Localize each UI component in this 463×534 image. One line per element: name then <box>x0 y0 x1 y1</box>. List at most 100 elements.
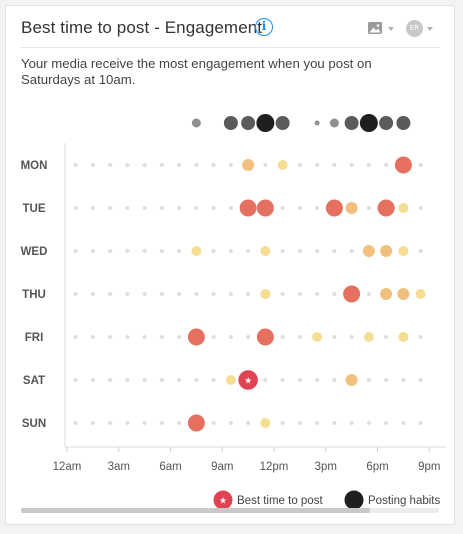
engagement-point <box>187 328 205 346</box>
empty-slot <box>125 421 130 425</box>
empty-slot <box>159 378 164 382</box>
empty-slot <box>159 206 164 210</box>
empty-slot <box>90 335 95 339</box>
empty-slot <box>366 292 371 296</box>
best-time-marker <box>236 368 260 392</box>
scrollbar-thumb[interactable] <box>21 508 371 513</box>
star-icon: ★ <box>244 377 252 387</box>
empty-slot <box>177 249 182 253</box>
empty-slot <box>384 378 389 382</box>
empty-slot <box>315 378 320 382</box>
day-label: THU <box>22 289 46 301</box>
empty-slot <box>194 378 199 382</box>
empty-slot <box>366 421 371 425</box>
chevron-down-icon <box>388 27 394 31</box>
empty-slot <box>246 249 251 253</box>
empty-slot <box>315 249 320 253</box>
empty-slot <box>159 163 164 167</box>
empty-slot <box>384 335 389 339</box>
empty-slot <box>384 421 389 425</box>
empty-slot <box>332 292 337 296</box>
empty-slot <box>177 292 182 296</box>
x-tick-label: 6am <box>159 461 181 473</box>
info-icon[interactable]: i <box>255 18 273 36</box>
empty-slot <box>280 206 285 210</box>
empty-slot <box>211 335 216 339</box>
empty-slot <box>246 421 251 425</box>
posting-habit-point <box>344 116 359 130</box>
header-divider <box>20 47 440 48</box>
empty-slot <box>73 421 78 425</box>
posting-habit-point <box>256 114 275 132</box>
engagement-point <box>345 202 358 214</box>
empty-slot <box>90 249 95 253</box>
horizontal-scrollbar[interactable] <box>21 508 439 513</box>
empty-slot <box>90 421 95 425</box>
posting-habit-point <box>379 116 394 130</box>
empty-slot <box>211 421 216 425</box>
image-menu-button[interactable] <box>367 20 399 38</box>
empty-slot <box>142 421 147 425</box>
empty-slot <box>228 335 233 339</box>
empty-slot <box>297 378 302 382</box>
empty-slot <box>159 421 164 425</box>
empty-slot <box>73 206 78 210</box>
empty-slot <box>108 292 113 296</box>
empty-slot <box>159 249 164 253</box>
empty-slot <box>297 163 302 167</box>
empty-slot <box>125 206 130 210</box>
empty-slot <box>159 292 164 296</box>
empty-slot <box>280 249 285 253</box>
posting-habit-point <box>314 120 320 126</box>
empty-slot <box>280 421 285 425</box>
empty-slot <box>297 421 302 425</box>
empty-slot <box>366 163 371 167</box>
empty-slot <box>280 292 285 296</box>
empty-slot <box>418 421 423 425</box>
empty-slot <box>263 378 268 382</box>
empty-slot <box>297 206 302 210</box>
empty-slot <box>228 163 233 167</box>
engagement-point <box>345 374 358 386</box>
engagement-point <box>394 156 412 174</box>
x-tick-label: 3am <box>108 461 130 473</box>
engagement-point <box>362 245 375 257</box>
empty-slot <box>125 163 130 167</box>
day-label: WED <box>21 246 48 258</box>
engagement-point <box>260 418 271 428</box>
user-menu-button[interactable]: ER <box>406 20 438 38</box>
empty-slot <box>125 292 130 296</box>
empty-slot <box>73 249 78 253</box>
empty-slot <box>228 249 233 253</box>
x-tick-label: 12pm <box>260 461 289 473</box>
empty-slot <box>349 335 354 339</box>
empty-slot <box>297 249 302 253</box>
empty-slot <box>142 292 147 296</box>
x-tick-label: 12am <box>53 461 82 473</box>
empty-slot <box>177 421 182 425</box>
engagement-point <box>225 375 236 385</box>
engagement-point <box>363 332 374 342</box>
empty-slot <box>90 292 95 296</box>
engagement-point <box>397 288 410 300</box>
x-tick-label: 3pm <box>315 461 337 473</box>
empty-slot <box>297 292 302 296</box>
empty-slot <box>418 378 423 382</box>
posting-habit-point <box>241 116 256 130</box>
empty-slot <box>246 292 251 296</box>
summary-text: Your media receive the most engagement w… <box>21 56 372 87</box>
empty-slot <box>177 378 182 382</box>
empty-slot <box>125 378 130 382</box>
day-label: MON <box>21 160 48 172</box>
empty-slot <box>401 378 406 382</box>
day-label: SUN <box>22 418 46 430</box>
empty-slot <box>142 163 147 167</box>
x-tick-label: 6pm <box>366 461 388 473</box>
engagement-point <box>312 332 323 342</box>
empty-slot <box>73 335 78 339</box>
empty-slot <box>228 292 233 296</box>
empty-slot <box>194 206 199 210</box>
empty-slot <box>418 163 423 167</box>
empty-slot <box>108 421 113 425</box>
posting-habit-point <box>359 114 378 132</box>
